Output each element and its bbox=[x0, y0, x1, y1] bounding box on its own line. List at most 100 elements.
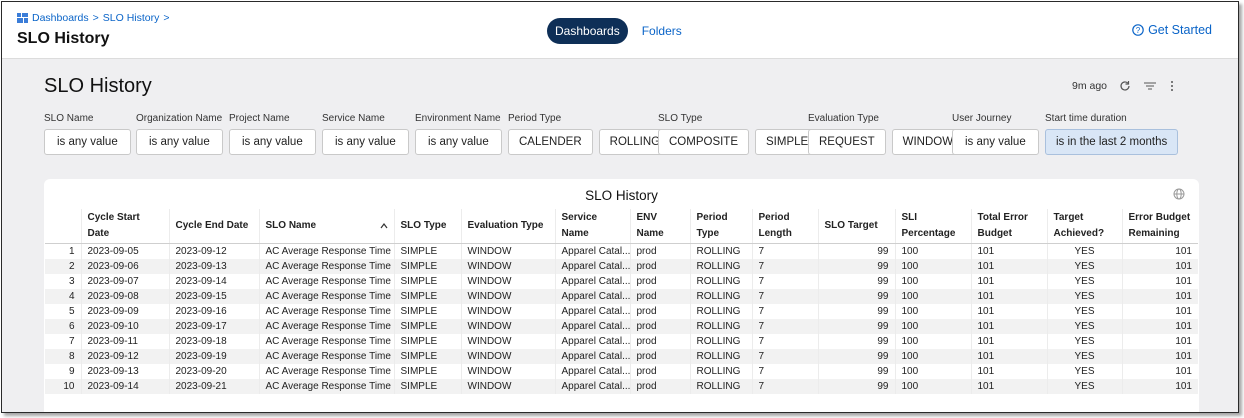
breadcrumb-link[interactable]: Dashboards bbox=[32, 12, 89, 24]
table-cell: WINDOW bbox=[460, 243, 555, 259]
header-cell[interactable]: Target Achieved? bbox=[1046, 209, 1122, 244]
row-number: 6 bbox=[45, 319, 81, 334]
table-cell: 100 bbox=[894, 274, 971, 289]
help-link[interactable]: ? Get Started bbox=[1132, 23, 1212, 37]
filter-button[interactable]: is any value bbox=[229, 129, 316, 155]
header-cell[interactable]: Service Name bbox=[554, 209, 630, 244]
filter-button[interactable] bbox=[1143, 80, 1157, 92]
table-cell: 2023-09-14 bbox=[80, 379, 169, 394]
table-cell: ROLLING bbox=[689, 334, 752, 349]
filter-button[interactable]: is any value bbox=[322, 129, 409, 155]
table-cell: 99 bbox=[817, 349, 895, 364]
header-cell[interactable]: SLO Type bbox=[393, 209, 461, 244]
table-cell: 99 bbox=[817, 304, 895, 319]
page-title: SLO History bbox=[17, 30, 110, 47]
filter-button[interactable]: WINDOW bbox=[891, 129, 965, 155]
table-cell: AC Average Response Time bbox=[258, 259, 394, 274]
table-cell: 2023-09-18 bbox=[168, 334, 259, 349]
filter-options: is any value bbox=[952, 129, 1039, 155]
table-cell: ROLLING bbox=[689, 379, 752, 394]
table-cell: ROLLING bbox=[689, 274, 752, 289]
row-number: 1 bbox=[68, 246, 75, 257]
table-cell: 101 bbox=[970, 274, 1047, 289]
filter-button[interactable]: is in the last 2 months bbox=[1045, 129, 1179, 155]
table-cell: SIMPLE bbox=[393, 243, 461, 259]
refresh-button[interactable] bbox=[1119, 80, 1131, 92]
filter-button[interactable]: REQUEST bbox=[808, 129, 886, 155]
globe-icon[interactable] bbox=[1173, 188, 1185, 200]
table-row: 4 2023-09-08 2023-09-15 AC Average Response… bbox=[45, 289, 1198, 304]
table-cell: 100 bbox=[894, 349, 971, 364]
filter-options: is in the last 2 months bbox=[1045, 129, 1179, 155]
header-cell[interactable]: SLO Name bbox=[258, 209, 394, 244]
header-cell[interactable]: Period Type bbox=[689, 209, 752, 244]
table-cell: WINDOW bbox=[460, 304, 555, 319]
table-cell: 2023-09-21 bbox=[168, 379, 259, 394]
header-cell[interactable]: SLO Target bbox=[817, 209, 895, 244]
table-cell: 7 bbox=[751, 349, 818, 364]
table-cell: 2023-09-05 bbox=[80, 243, 169, 259]
filter-options: is any value bbox=[415, 129, 502, 155]
header-text: Period Type bbox=[696, 212, 728, 239]
filter-button[interactable]: is any value bbox=[44, 129, 131, 155]
table-cell: YES bbox=[1046, 364, 1122, 379]
header-cell[interactable]: Evaluation Type bbox=[460, 209, 555, 244]
table-cell: 101 bbox=[970, 289, 1047, 304]
help-text[interactable]: Get Started bbox=[1148, 23, 1212, 37]
table-cell: AC Average Response Time bbox=[258, 364, 394, 379]
nav-tabs: Dashboards Folders bbox=[547, 18, 690, 44]
header-cell[interactable]: Cycle End Date bbox=[168, 209, 259, 244]
header-cell[interactable]: Period Length bbox=[751, 209, 818, 244]
table-cell: ROLLING bbox=[689, 319, 752, 334]
header-cell[interactable]: ENV Name bbox=[629, 209, 690, 244]
table-cell: SIMPLE bbox=[393, 334, 461, 349]
table-cell: 2023-09-15 bbox=[168, 289, 259, 304]
table-cell: AC Average Response Time bbox=[258, 334, 394, 349]
tab[interactable]: Folders bbox=[641, 24, 682, 38]
header-cell[interactable]: Cycle Start Date bbox=[80, 209, 169, 244]
filter-button[interactable]: is any value bbox=[415, 129, 502, 155]
header-cell[interactable]: Total Error Budget bbox=[970, 209, 1047, 244]
table-cell: 101 bbox=[1121, 319, 1198, 334]
filter-button[interactable]: is any value bbox=[136, 129, 223, 155]
table-cell: SIMPLE bbox=[393, 319, 461, 334]
filter-group: Organization Name is any value bbox=[136, 113, 223, 155]
breadcrumb-link[interactable]: SLO History bbox=[102, 12, 160, 24]
table-cell: YES bbox=[1046, 304, 1122, 319]
header-text: Error Budget Remaining bbox=[1128, 212, 1191, 239]
table-cell: 2023-09-17 bbox=[168, 319, 259, 334]
menu-button[interactable] bbox=[1169, 80, 1175, 92]
table-cell: 2023-09-10 bbox=[80, 319, 169, 334]
header-text: Evaluation Type bbox=[467, 220, 544, 231]
table-cell: 101 bbox=[1121, 259, 1198, 274]
table-cell: 101 bbox=[970, 259, 1047, 274]
table-cell: 101 bbox=[1121, 289, 1198, 304]
table-row: 5 2023-09-09 2023-09-16 AC Average Response… bbox=[45, 304, 1198, 319]
header-text: SLI Percentage bbox=[901, 212, 956, 239]
filter-label: User Journey bbox=[952, 113, 1012, 124]
table-cell: 2023-09-09 bbox=[80, 304, 169, 319]
table-cell: WINDOW bbox=[460, 349, 555, 364]
tab[interactable]: Dashboards bbox=[547, 18, 628, 44]
table-cell: YES bbox=[1046, 289, 1122, 304]
header-cell[interactable]: Error Budget Remaining bbox=[1121, 209, 1198, 244]
table-cell: AC Average Response Time bbox=[258, 243, 394, 259]
table-cell: WINDOW bbox=[460, 259, 555, 274]
table-cell: prod bbox=[629, 259, 690, 274]
filter-label: Service Name bbox=[322, 113, 385, 124]
table-cell: 7 bbox=[751, 274, 818, 289]
table-cell: SIMPLE bbox=[393, 304, 461, 319]
table-cell: 99 bbox=[817, 319, 895, 334]
table-cell: ROLLING bbox=[689, 364, 752, 379]
table-row: 7 2023-09-11 2023-09-18 AC Average Response… bbox=[45, 334, 1198, 349]
header-cell[interactable]: SLI Percentage bbox=[894, 209, 971, 244]
filter-button[interactable]: CALENDER bbox=[508, 129, 593, 155]
filter-button[interactable]: COMPOSITE bbox=[658, 129, 750, 155]
help-icon: ? bbox=[1132, 24, 1144, 36]
filter-options: CALENDER ROLLING bbox=[508, 129, 672, 155]
table-cell: prod bbox=[629, 349, 690, 364]
filter-button[interactable]: is any value bbox=[952, 129, 1039, 155]
table-cell: 2023-09-20 bbox=[168, 364, 259, 379]
table-cell: prod bbox=[629, 364, 690, 379]
sort-icon[interactable] bbox=[380, 222, 388, 230]
